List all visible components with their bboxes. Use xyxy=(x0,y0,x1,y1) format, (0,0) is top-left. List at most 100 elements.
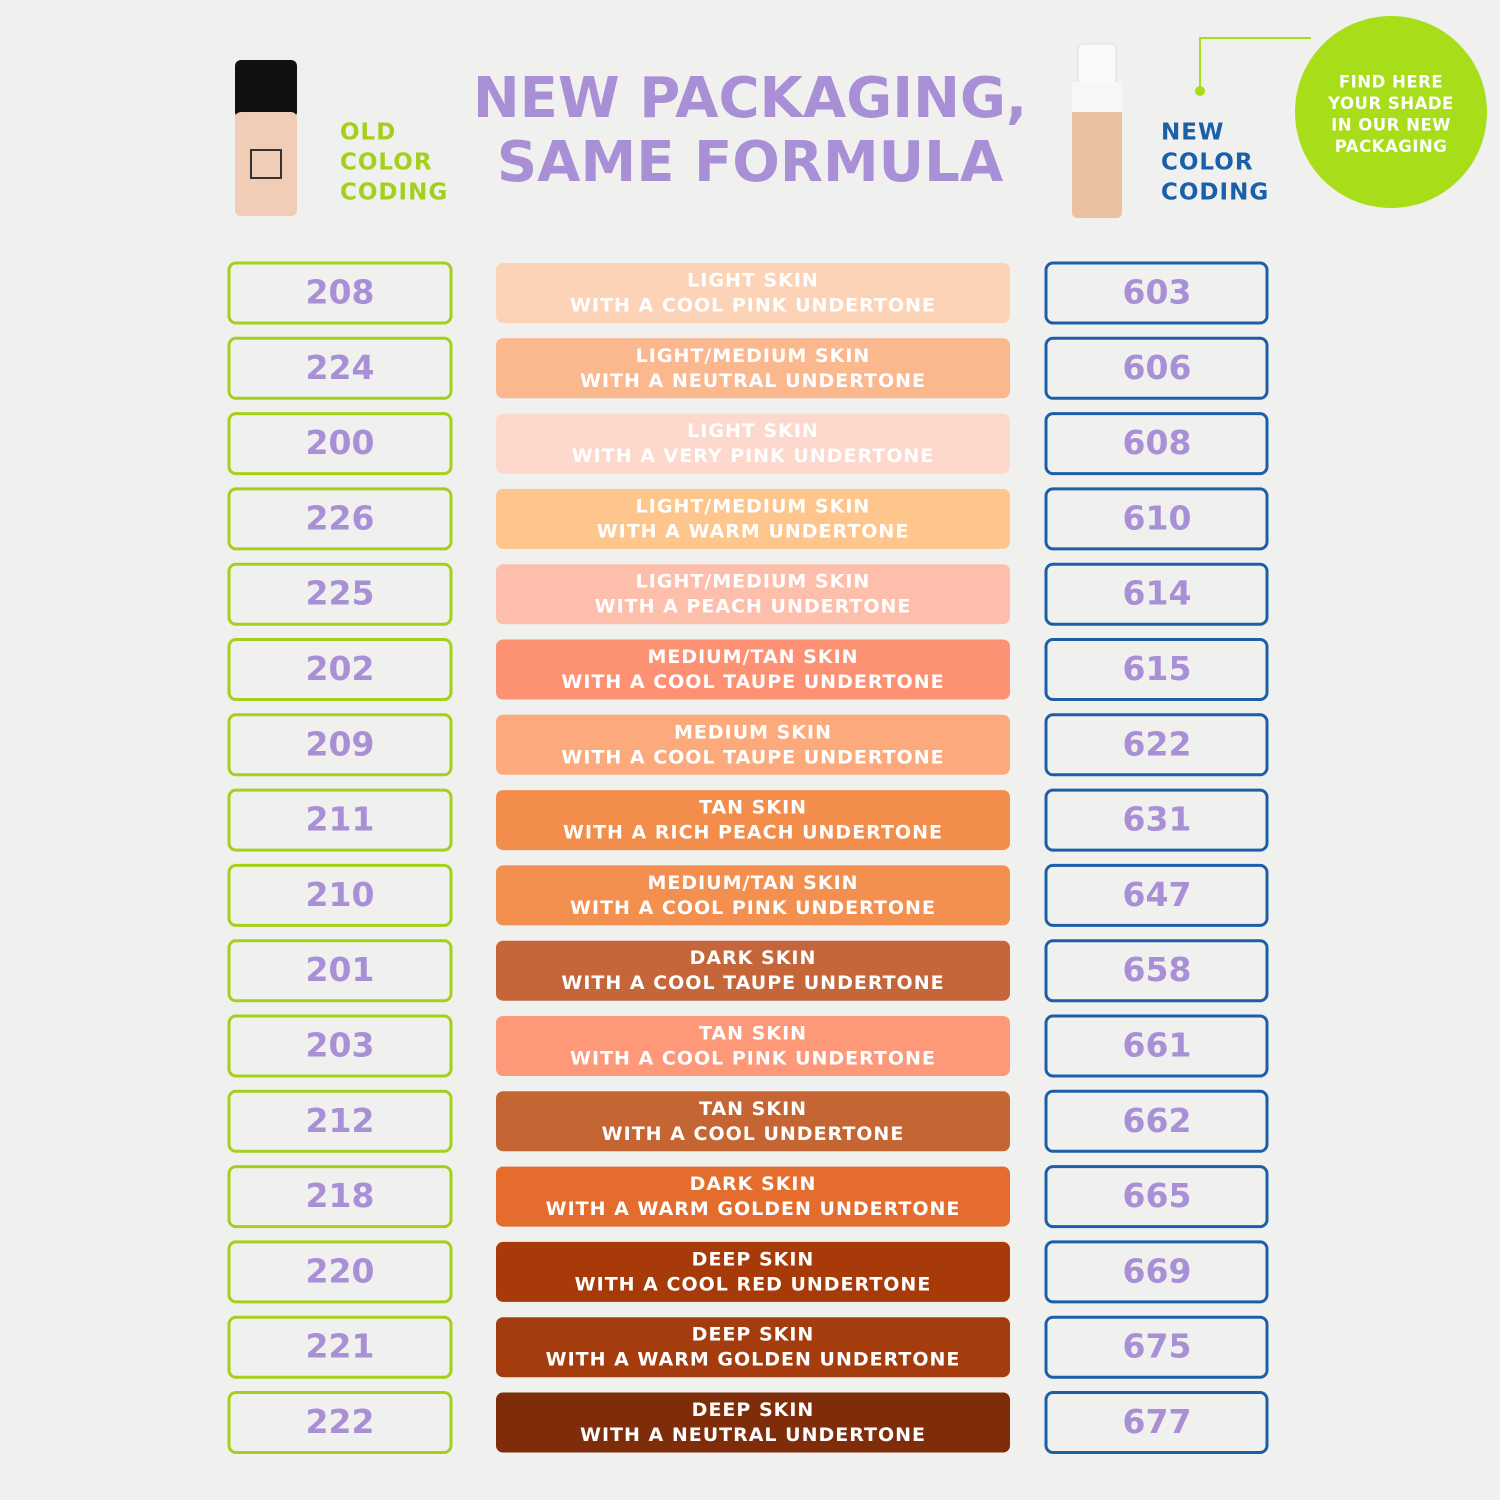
old-shade: 212 xyxy=(306,1101,375,1140)
old-shade: 225 xyxy=(306,574,375,613)
shade-description: LIGHT/MEDIUM SKIN xyxy=(636,345,871,367)
shade-band xyxy=(496,1241,1010,1302)
old-box xyxy=(227,1089,453,1153)
old-shade: 221 xyxy=(306,1327,375,1366)
new-box xyxy=(1044,638,1269,701)
shade-band xyxy=(496,790,1010,851)
title-line: SAME FORMULA xyxy=(497,130,1004,195)
new-box xyxy=(1044,261,1269,325)
old-label: OLD xyxy=(340,120,396,146)
old-bottle xyxy=(235,60,297,216)
new-shade: 610 xyxy=(1123,498,1192,537)
shade-description: TAN SKIN xyxy=(699,797,807,819)
old-box xyxy=(227,788,453,852)
shade-band xyxy=(496,413,1010,474)
old-box xyxy=(227,1240,453,1304)
shade-description: WITH A COOL TAUPE UNDERTONE xyxy=(561,746,944,768)
shade-band xyxy=(496,1166,1010,1227)
new-box xyxy=(1044,412,1269,476)
shade-description: LIGHT SKIN xyxy=(687,270,819,292)
old-box xyxy=(227,863,453,927)
shade-description: WITH A VERY PINK UNDERTONE xyxy=(572,445,935,467)
shade-description: WITH A COOL PINK UNDERTONE xyxy=(570,897,936,919)
shade-description: WITH A COOL UNDERTONE xyxy=(602,1123,905,1145)
shade-description: WITH A COOL TAUPE UNDERTONE xyxy=(561,671,944,693)
old-box xyxy=(227,1391,453,1454)
old-box xyxy=(227,1014,453,1078)
new-box xyxy=(1044,1391,1269,1454)
old-shade: 211 xyxy=(306,800,375,839)
shade-description: WITH A COOL TAUPE UNDERTONE xyxy=(561,972,944,994)
shade-description: WITH A WARM GOLDEN UNDERTONE xyxy=(546,1198,961,1220)
shade-description: LIGHT/MEDIUM SKIN xyxy=(636,495,871,517)
shade-description: MEDIUM/TAN SKIN xyxy=(647,872,858,894)
shade-description: DEEP SKIN xyxy=(692,1248,815,1270)
new-box xyxy=(1044,487,1269,551)
shade-description: DARK SKIN xyxy=(690,1173,817,1195)
new-shade: 661 xyxy=(1123,1026,1192,1065)
shade-description: DEEP SKIN xyxy=(692,1399,815,1421)
shade-description: WITH A COOL PINK UNDERTONE xyxy=(570,1048,936,1070)
new-shade: 658 xyxy=(1123,950,1192,989)
old-shade: 222 xyxy=(306,1402,375,1441)
old-label: COLOR xyxy=(340,150,433,176)
connector xyxy=(1199,37,1311,90)
shade-band xyxy=(496,1317,1010,1378)
badge-text: PACKAGING xyxy=(1335,137,1448,156)
old-box xyxy=(227,336,453,400)
new-label: CODING xyxy=(1161,180,1269,206)
new-box xyxy=(1044,788,1269,852)
new-label: COLOR xyxy=(1161,150,1254,176)
shade-band xyxy=(496,1392,1010,1453)
new-shade: 606 xyxy=(1123,348,1192,387)
new-box xyxy=(1044,1014,1269,1078)
new-box xyxy=(1044,939,1269,1003)
shade-band xyxy=(496,865,1010,926)
old-shade: 210 xyxy=(306,875,375,914)
new-shade: 677 xyxy=(1123,1402,1192,1441)
shade-description: LIGHT SKIN xyxy=(687,420,819,442)
new-shade: 615 xyxy=(1123,649,1192,688)
shade-description: WITH A RICH PEACH UNDERTONE xyxy=(563,822,943,844)
new-box xyxy=(1044,1089,1269,1153)
shade-description: TAN SKIN xyxy=(699,1098,807,1120)
new-box xyxy=(1044,713,1269,777)
new-shade: 631 xyxy=(1123,800,1192,839)
old-box xyxy=(227,562,453,626)
shade-band xyxy=(496,639,1010,700)
shade-description: DARK SKIN xyxy=(690,947,817,969)
new-shade: 603 xyxy=(1123,273,1192,312)
new-label: NEW xyxy=(1161,120,1224,146)
new-box xyxy=(1044,562,1269,626)
badge-circle xyxy=(1295,16,1487,208)
old-label: CODING xyxy=(340,180,448,206)
new-shade: 669 xyxy=(1123,1251,1192,1290)
shade-description: WITH A PEACH UNDERTONE xyxy=(595,596,912,618)
old-box xyxy=(227,939,453,1003)
new-box xyxy=(1044,1315,1269,1379)
badge-text: YOUR SHADE xyxy=(1327,94,1454,113)
old-shade: 203 xyxy=(306,1026,375,1065)
new-shade: 675 xyxy=(1123,1327,1192,1366)
shade-description: WITH A WARM GOLDEN UNDERTONE xyxy=(546,1349,961,1371)
shade-description: LIGHT/MEDIUM SKIN xyxy=(636,571,871,593)
shade-description: MEDIUM SKIN xyxy=(674,721,832,743)
title-line: NEW PACKAGING, xyxy=(473,66,1027,131)
new-shade: 647 xyxy=(1123,875,1192,914)
shade-description: DEEP SKIN xyxy=(692,1324,815,1346)
old-box xyxy=(227,638,453,701)
old-shade: 220 xyxy=(306,1251,375,1290)
shade-band xyxy=(496,564,1010,625)
shade-description: WITH A COOL RED UNDERTONE xyxy=(575,1273,932,1295)
new-box xyxy=(1044,336,1269,400)
new-shade: 614 xyxy=(1123,574,1192,613)
shade-band xyxy=(496,714,1010,775)
new-bottle xyxy=(1072,43,1122,218)
old-shade: 209 xyxy=(306,724,375,763)
new-box xyxy=(1044,863,1269,927)
connector-dot xyxy=(1195,86,1205,96)
shade-description: WITH A COOL PINK UNDERTONE xyxy=(570,295,936,317)
shade-band xyxy=(496,263,1010,323)
badge-text: IN OUR NEW xyxy=(1331,116,1451,135)
